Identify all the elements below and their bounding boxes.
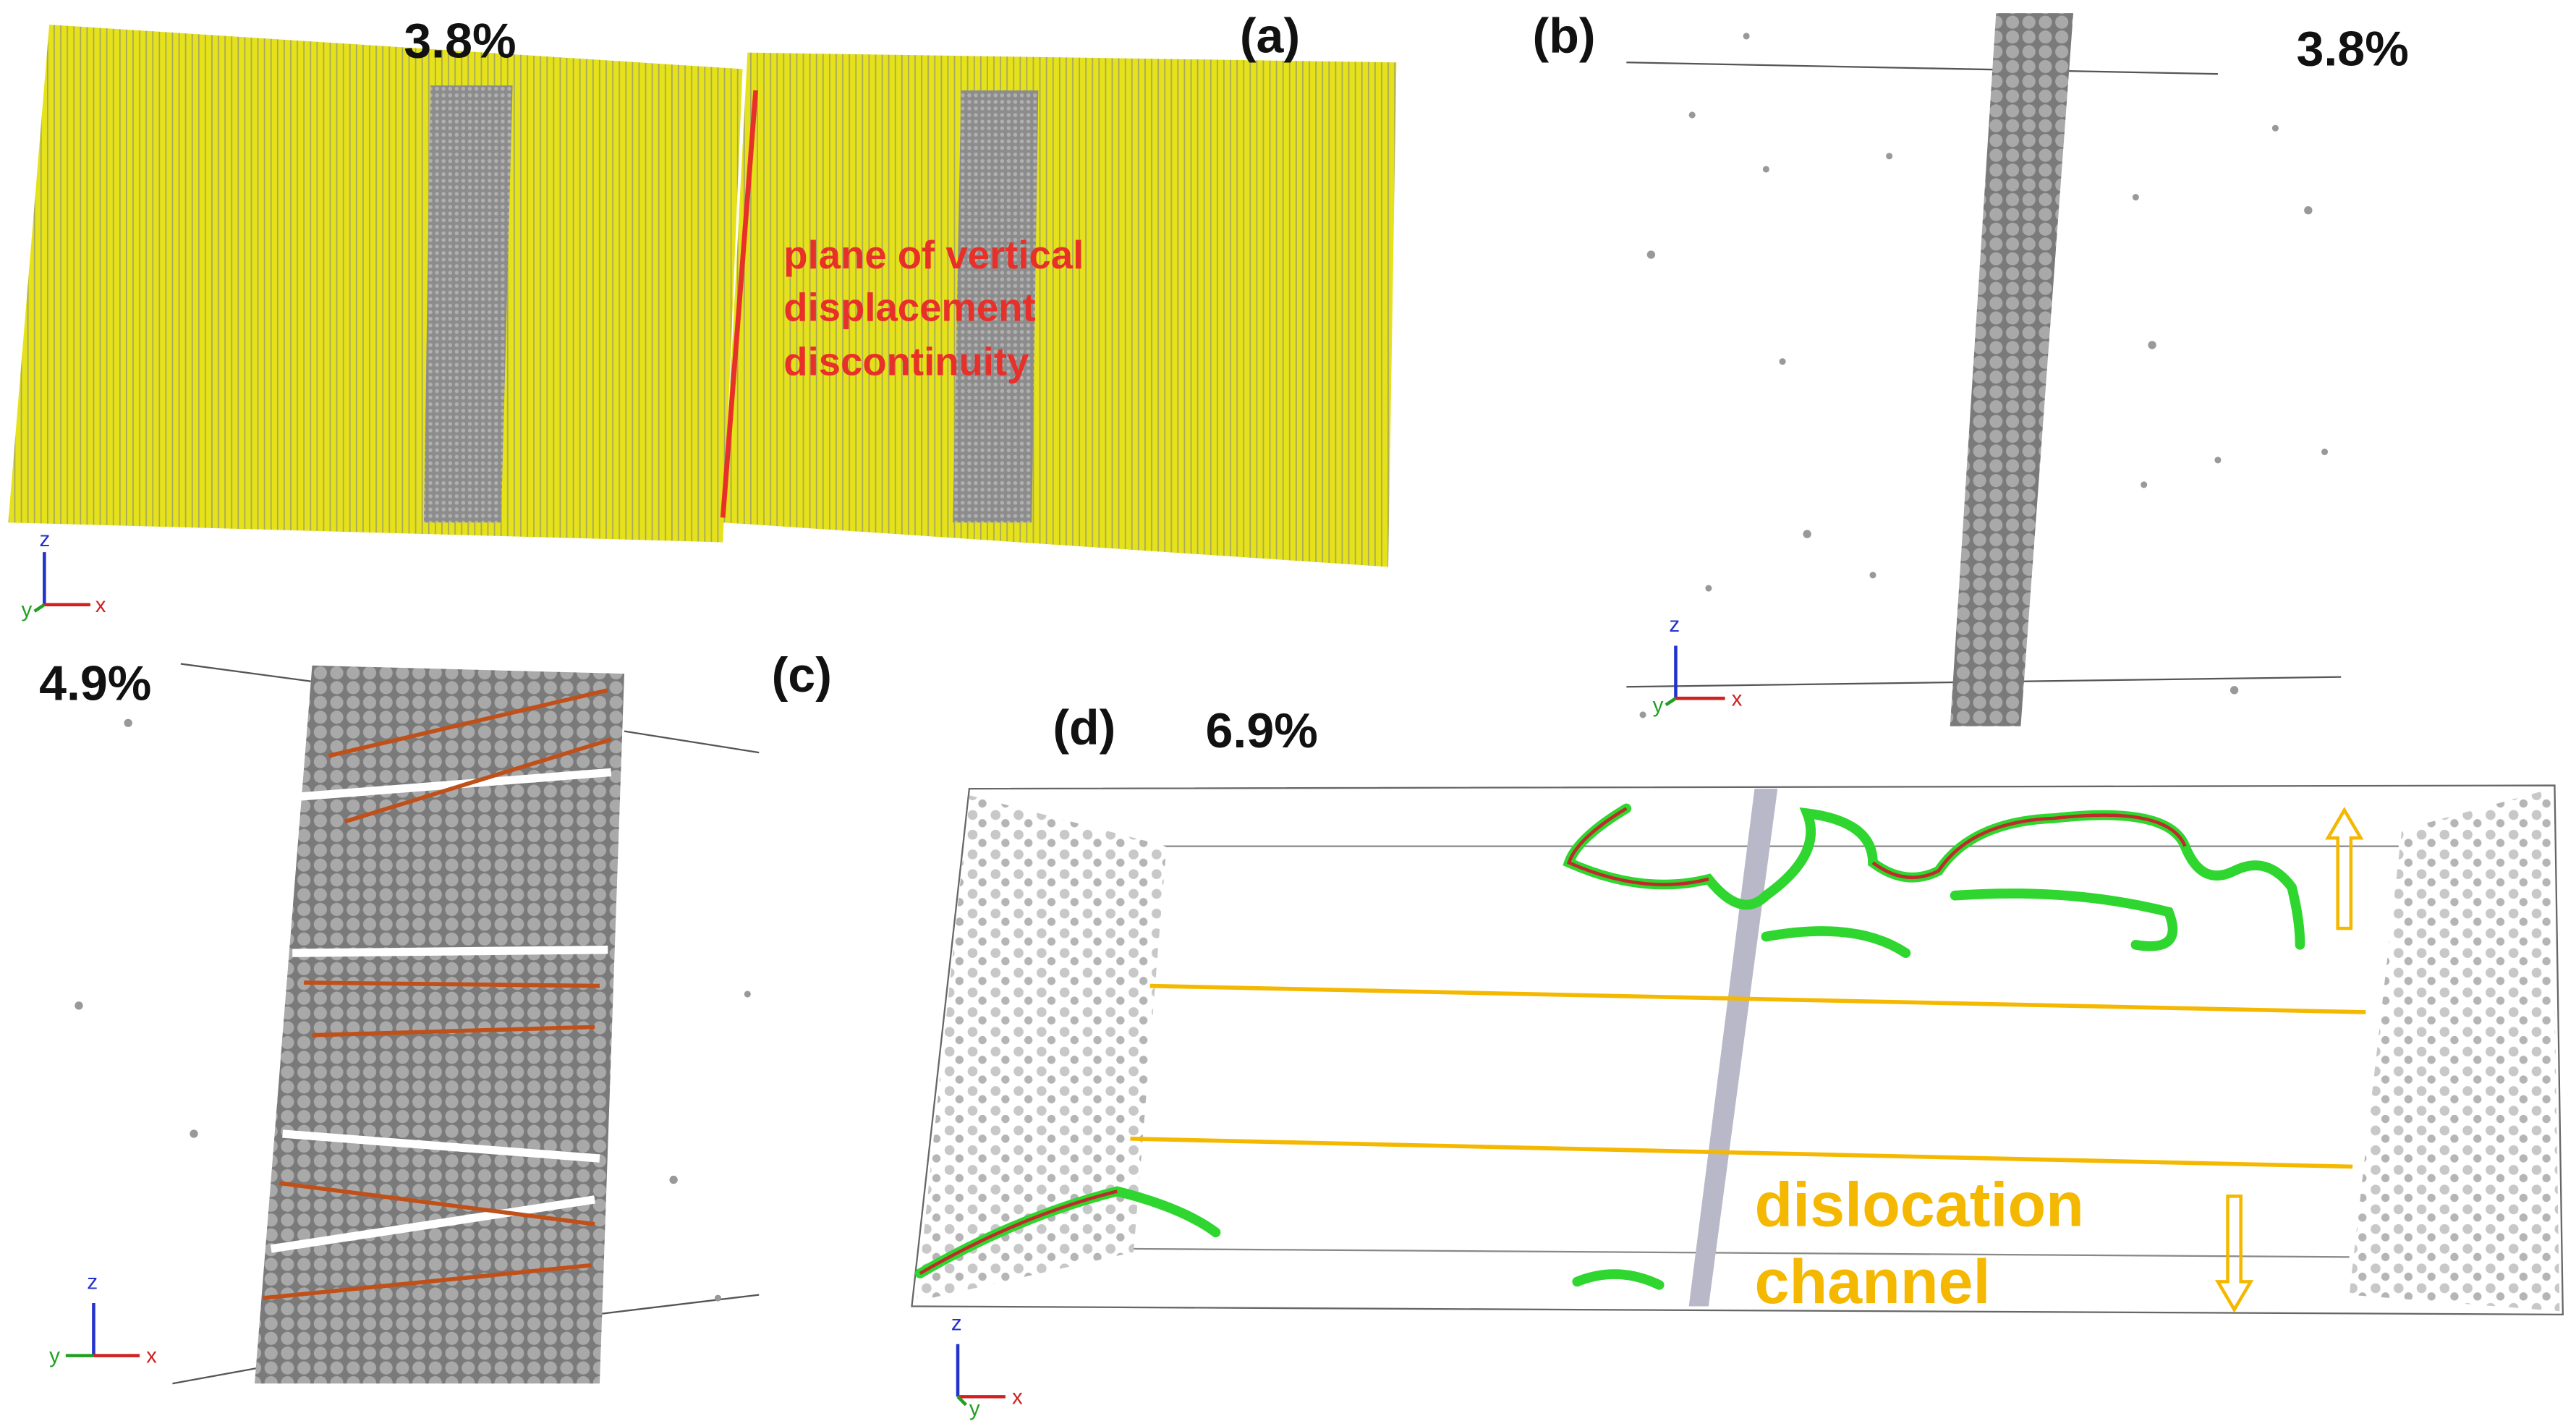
deformed-slab-right xyxy=(723,52,1397,567)
panel-a: 3.8% (a) plane of vertical displacement … xyxy=(8,9,1397,622)
panel-label: (a) xyxy=(1240,9,1300,64)
strain-label: 4.9% xyxy=(39,656,151,710)
axis-label: y xyxy=(49,1344,60,1368)
panel-c: 4.9% (c) z y x xyxy=(39,648,832,1385)
axis-label: y xyxy=(969,1396,980,1420)
axis-label: z xyxy=(87,1270,98,1294)
axis-label: z xyxy=(1669,613,1680,637)
strain-label: 3.8% xyxy=(404,13,516,68)
strain-label: 3.8% xyxy=(2296,22,2408,77)
axis-label: z xyxy=(40,527,51,551)
axis-triad: z y x xyxy=(49,1270,157,1367)
axis-label: z xyxy=(951,1311,962,1335)
atom-region xyxy=(2349,789,2560,1312)
panel-b: (b) 3.8% z y x xyxy=(1533,9,2409,726)
axis-triad: z y x xyxy=(22,527,106,622)
annotation: dislocation xyxy=(1754,1170,2083,1239)
atom-block xyxy=(255,665,624,1384)
annotation: plane of vertical xyxy=(783,233,1084,277)
deformed-slab-left xyxy=(8,25,743,543)
strain-label: 6.9% xyxy=(1206,703,1318,758)
axis-triad: z y x xyxy=(951,1311,1023,1420)
annotation: discontinuity xyxy=(783,340,1029,384)
axis-triad: z y x xyxy=(1653,613,1743,717)
axis-label: x xyxy=(1012,1385,1023,1409)
undeformed-band xyxy=(953,90,1039,523)
undeformed-band xyxy=(423,85,513,523)
atom-column xyxy=(1688,789,1778,1307)
axis-label: y xyxy=(22,598,33,622)
panel-label: (b) xyxy=(1533,9,1596,64)
atom-region xyxy=(917,795,1167,1302)
axis-label: y xyxy=(1653,693,1664,717)
annotation: channel xyxy=(1754,1247,1990,1317)
panel-label: (d) xyxy=(1053,700,1115,755)
annotation: displacement xyxy=(783,286,1035,330)
axis-label: x xyxy=(1732,687,1743,710)
discontinuity-line xyxy=(720,90,759,518)
axis-label: x xyxy=(95,593,106,617)
atom-column xyxy=(1950,13,2074,726)
panel-d: (d) 6.9% dislocation channel z y x xyxy=(911,700,2564,1420)
panel-label: (c) xyxy=(772,648,832,703)
axis-label: x xyxy=(146,1344,157,1368)
